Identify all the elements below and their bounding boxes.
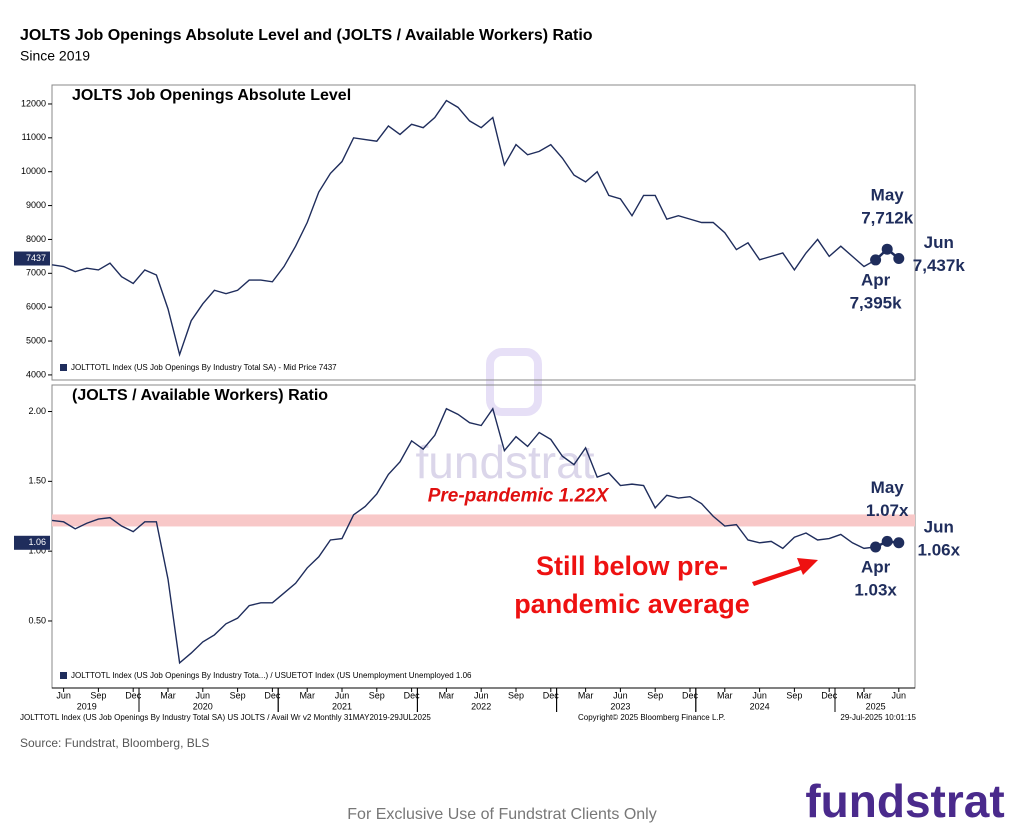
- annotation-text: Still below pre-: [536, 551, 728, 581]
- x-tick-label: Jun: [196, 690, 211, 700]
- legend-label: JOLTTOTL Index (US Job Openings By Indus…: [71, 363, 337, 372]
- callout-month: Jun: [924, 517, 954, 536]
- x-year-label: 2019: [77, 701, 97, 711]
- annotation-arrow: [752, 558, 818, 586]
- legend-label: JOLTTOTL Index (US Job Openings By Indus…: [71, 671, 472, 680]
- callout-point: [893, 537, 905, 549]
- watermark-text: fundstrat: [416, 436, 595, 488]
- x-tick-label: Sep: [90, 690, 106, 700]
- legend-box: [56, 669, 396, 683]
- callout-point: [881, 535, 893, 547]
- page-title: JOLTS Job Openings Absolute Level and (J…: [20, 27, 593, 44]
- x-tick-label: Mar: [299, 690, 315, 700]
- bottom-panel-frame: [51, 384, 916, 689]
- x-tick-label: Sep: [369, 690, 385, 700]
- y-tick-label: 10000: [21, 166, 46, 176]
- logo: fundstrat: [805, 775, 1004, 827]
- x-tick-label: Mar: [578, 690, 594, 700]
- callout-point: [881, 243, 893, 255]
- watermark-icon: [486, 348, 542, 416]
- x-year-label: 2022: [471, 701, 491, 711]
- x-tick-label: Sep: [647, 690, 663, 700]
- callout-value: 7,712k: [861, 209, 914, 228]
- top-panel-frame: [51, 84, 916, 381]
- x-tick-label: Dec: [682, 690, 699, 700]
- x-tick-label: Dec: [404, 690, 421, 700]
- last-value-label: 1.06: [28, 537, 46, 547]
- last-value-label: 7437: [26, 253, 46, 263]
- annotation-text: pandemic average: [514, 589, 750, 619]
- bloomberg-copyright: Copyright© 2025 Bloomberg Finance L.P.: [578, 713, 725, 722]
- disclaimer: For Exclusive Use of Fundstrat Clients O…: [347, 806, 656, 823]
- y-tick-label: 8000: [26, 234, 46, 244]
- x-tick-label: Sep: [786, 690, 802, 700]
- x-year-label: 2024: [750, 701, 770, 711]
- callout-month: May: [871, 478, 905, 497]
- last-value-box: [14, 251, 50, 266]
- x-tick-label: Sep: [508, 690, 524, 700]
- x-tick-label: Dec: [821, 690, 838, 700]
- reference-label: Pre-pandemic 1.22X: [428, 485, 610, 506]
- callout-value: 1.07x: [866, 501, 909, 520]
- series-line: [51, 99, 900, 358]
- legend-swatch: [60, 672, 67, 679]
- x-tick-label: Jun: [613, 690, 628, 700]
- x-year-label: 2021: [332, 701, 352, 711]
- callout-month: Jun: [924, 233, 954, 252]
- x-tick-label: Mar: [439, 690, 455, 700]
- x-tick-label: Dec: [264, 690, 281, 700]
- y-tick-label: 5000: [26, 335, 46, 345]
- last-value-box: [14, 535, 50, 550]
- callout-value: 7,395k: [850, 293, 903, 312]
- series-line: [51, 407, 899, 665]
- x-tick-label: Jun: [335, 690, 350, 700]
- y-tick-label: 1.00: [28, 546, 46, 556]
- x-tick-label: Mar: [160, 690, 176, 700]
- x-tick-label: Jun: [892, 690, 907, 700]
- x-tick-label: Dec: [125, 690, 142, 700]
- y-tick-label: 9000: [26, 200, 46, 210]
- panel-title: (JOLTS / Available Workers) Ratio: [72, 387, 328, 404]
- callout-month: Apr: [861, 270, 891, 289]
- x-tick-label: Sep: [230, 690, 246, 700]
- x-tick-label: Mar: [717, 690, 733, 700]
- callout-value: 7,437k: [913, 256, 966, 275]
- bloomberg-footer: JOLTTOTL Index (US Job Openings By Indus…: [20, 713, 431, 722]
- callout-point: [893, 253, 905, 265]
- x-year-label: 2025: [866, 701, 886, 711]
- x-tick-label: Mar: [856, 690, 872, 700]
- x-tick-label: Dec: [543, 690, 560, 700]
- y-tick-label: 1.50: [28, 476, 46, 486]
- callout-month: May: [871, 186, 905, 205]
- page-subtitle: Since 2019: [20, 48, 90, 64]
- legend-swatch: [60, 364, 67, 371]
- y-tick-label: 12000: [21, 98, 46, 108]
- callout-value: 1.06x: [918, 540, 961, 559]
- bloomberg-time: 29-Jul-2025 10:01:15: [840, 713, 916, 722]
- legend-box: [56, 361, 396, 375]
- y-tick-label: 2.00: [28, 406, 46, 416]
- source: Source: Fundstrat, Bloomberg, BLS: [20, 736, 209, 750]
- y-tick-label: 4000: [26, 369, 46, 379]
- x-tick-label: Jun: [474, 690, 489, 700]
- y-tick-label: 11000: [22, 132, 46, 142]
- reference-band: [52, 514, 915, 527]
- y-tick-label: 7000: [26, 268, 46, 278]
- callout-value: 1.03x: [854, 580, 897, 599]
- callout-month: Apr: [861, 557, 891, 576]
- x-year-label: 2020: [193, 701, 213, 711]
- callout-point: [870, 254, 882, 266]
- callout-point: [870, 541, 882, 553]
- x-year-label: 2023: [610, 701, 630, 711]
- y-tick-label: 0.50: [28, 615, 46, 625]
- panel-title: JOLTS Job Openings Absolute Level: [72, 87, 351, 104]
- x-tick-label: Jun: [56, 690, 71, 700]
- watermark: fundstrat: [416, 348, 595, 488]
- x-tick-label: Jun: [752, 690, 767, 700]
- y-tick-label: 6000: [26, 302, 46, 312]
